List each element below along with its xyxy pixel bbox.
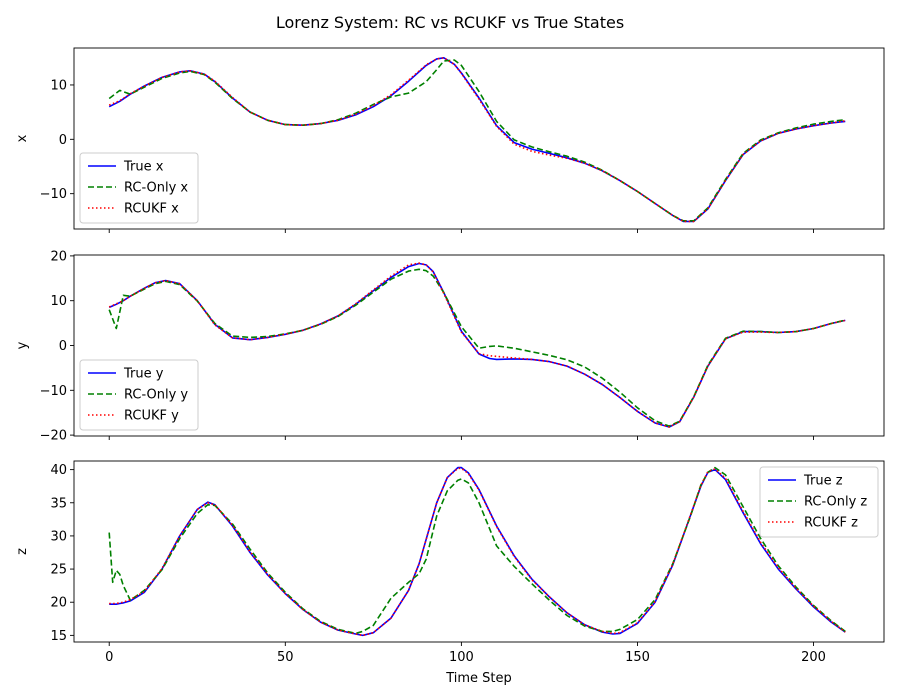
x-tick-label: 50: [277, 650, 294, 665]
legend-entry: RC-Only y: [124, 388, 188, 403]
y-axis-label-y: y: [15, 341, 30, 349]
x-tick-label: 0: [105, 650, 113, 665]
y-axis-label-z: z: [15, 548, 30, 555]
legend-entry: RCUKF z: [804, 516, 858, 531]
series-line-rc-only-y: [108, 268, 846, 427]
x-tick-label: 200: [801, 650, 826, 665]
subplot-x: −10 0 10 x True x RC-Only x RCUKF x: [15, 47, 885, 233]
y-tick-label: 20: [50, 249, 67, 264]
y-tick-label: 40: [50, 463, 67, 478]
legend-entry: RC-Only x: [124, 181, 188, 196]
legend-box: [79, 359, 199, 431]
legend-y: True y RC-Only y RCUKF y: [79, 359, 199, 431]
y-tick-label: 25: [50, 563, 67, 578]
series-line-rcukf-x: [108, 56, 846, 223]
series-line-rc-only-z: [108, 466, 846, 635]
legend-box: [79, 152, 199, 224]
y-tick-label: −20: [40, 429, 67, 444]
y-tick-label: 30: [50, 529, 67, 544]
y-tick-label: −10: [40, 187, 67, 202]
subplot-z: 15 20 25 30 35 40 0 50 100 150 200 z True z RC-Only z…: [15, 460, 885, 665]
x-axis-label: Time Step: [445, 671, 512, 686]
series-line-rcukf-z: [109, 467, 846, 637]
legend-x: True x RC-Only x RCUKF x: [79, 152, 199, 224]
axes-frame-z: [73, 460, 885, 643]
y-tick-label: 10: [50, 78, 67, 93]
y-axis-label-x: x: [15, 134, 30, 142]
y-tick-label: 15: [50, 629, 67, 644]
series-line-rc-only-x: [108, 59, 846, 222]
axes-frame-x: [73, 47, 885, 230]
y-tick-label: 10: [50, 294, 67, 309]
y-tick-label: 0: [59, 133, 67, 148]
legend-entry: RCUKF x: [124, 202, 179, 217]
subplots: −10 0 10 x True x RC-Only x RCUKF x −20 −10 0 10 20…: [15, 47, 885, 665]
legend-z: True z RC-Only z RCUKF z: [759, 466, 879, 538]
y-tick-label: 35: [50, 496, 67, 511]
legend-entry: True x: [123, 160, 164, 175]
legend-entry: True z: [803, 474, 843, 489]
x-tick-label: 100: [449, 650, 474, 665]
x-tick-label: 150: [625, 650, 650, 665]
y-tick-label: −10: [40, 384, 67, 399]
legend-entry: RCUKF y: [124, 409, 179, 424]
legend-entry: True y: [123, 367, 164, 382]
legend-box: [759, 466, 879, 538]
subplot-y: −20 −10 0 10 20 y True y RC-Only y RCUKF y: [15, 249, 885, 444]
legend-entry: RC-Only z: [804, 495, 867, 510]
y-tick-label: 0: [59, 339, 67, 354]
y-tick-label: 20: [50, 596, 67, 611]
figure-title: Lorenz System: RC vs RCUKF vs True State…: [276, 13, 624, 32]
